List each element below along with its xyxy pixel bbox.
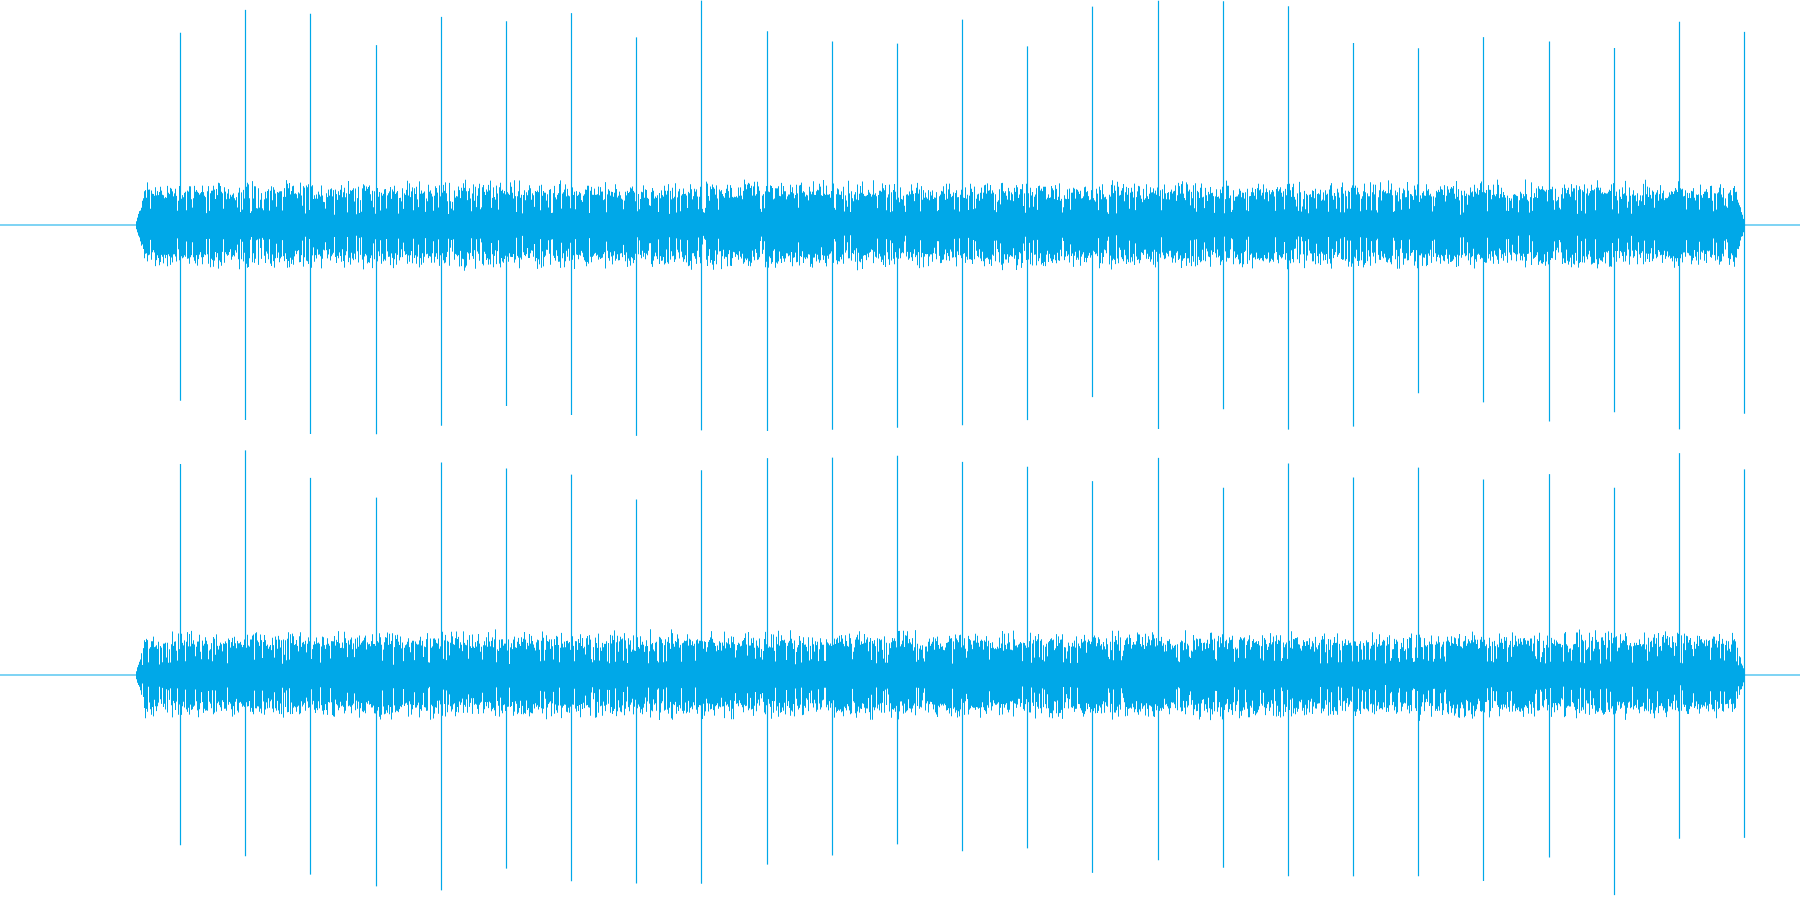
channel-1 [0,0,1800,436]
channel-2 [0,450,1800,896]
waveform-body [136,629,1745,721]
waveform-body [136,179,1745,271]
